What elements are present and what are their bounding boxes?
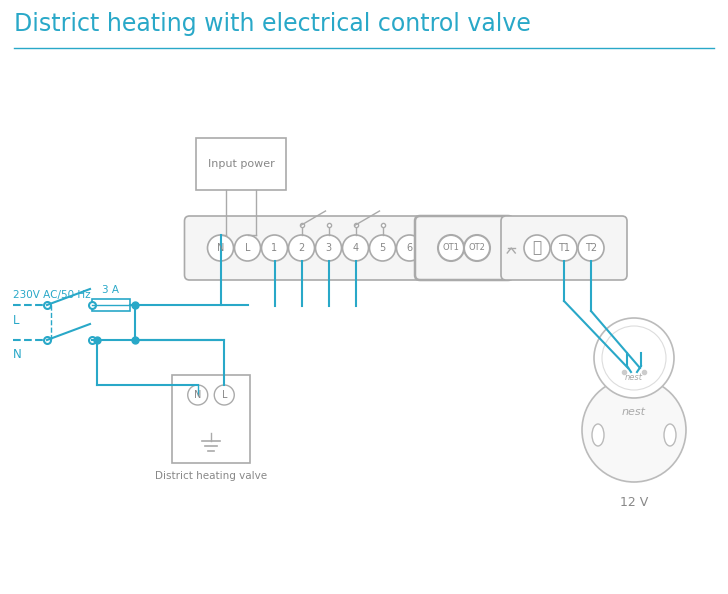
Circle shape — [602, 326, 666, 390]
Text: N: N — [217, 243, 224, 253]
Text: ⏚: ⏚ — [532, 241, 542, 255]
FancyBboxPatch shape — [196, 138, 286, 190]
Text: 4: 4 — [352, 243, 359, 253]
FancyBboxPatch shape — [184, 216, 446, 280]
Text: N: N — [13, 349, 22, 362]
Circle shape — [438, 235, 464, 261]
Circle shape — [214, 385, 234, 405]
Text: N: N — [194, 390, 202, 400]
Text: L: L — [221, 390, 227, 400]
Text: 2: 2 — [298, 243, 304, 253]
Text: 3 A: 3 A — [103, 285, 119, 295]
Circle shape — [594, 318, 674, 398]
Ellipse shape — [592, 424, 604, 446]
Text: OT1: OT1 — [443, 244, 459, 252]
Text: T2: T2 — [585, 243, 597, 253]
Text: nest: nest — [625, 374, 643, 383]
Text: District heating with electrical control valve: District heating with electrical control… — [14, 12, 531, 36]
FancyBboxPatch shape — [501, 216, 627, 280]
Circle shape — [551, 235, 577, 261]
Text: L: L — [245, 243, 250, 253]
Circle shape — [582, 378, 686, 482]
Text: 230V AC/50 Hz: 230V AC/50 Hz — [13, 290, 90, 300]
FancyBboxPatch shape — [415, 216, 513, 280]
Circle shape — [261, 235, 288, 261]
Text: T1: T1 — [558, 243, 570, 253]
Text: L: L — [13, 314, 20, 327]
FancyBboxPatch shape — [620, 364, 648, 382]
Ellipse shape — [664, 424, 676, 446]
Text: Input power: Input power — [207, 159, 274, 169]
Circle shape — [342, 235, 368, 261]
FancyBboxPatch shape — [172, 375, 250, 463]
Text: OT2: OT2 — [469, 244, 486, 252]
Circle shape — [288, 235, 314, 261]
Text: District heating valve: District heating valve — [155, 471, 267, 481]
Text: 12 V: 12 V — [620, 496, 648, 509]
Circle shape — [234, 235, 261, 261]
Circle shape — [464, 235, 490, 261]
Circle shape — [315, 235, 341, 261]
Bar — [92, 299, 130, 311]
Circle shape — [397, 235, 422, 261]
Text: 1: 1 — [272, 243, 277, 253]
Circle shape — [188, 385, 207, 405]
Text: 6: 6 — [406, 243, 413, 253]
Circle shape — [578, 235, 604, 261]
Circle shape — [524, 235, 550, 261]
Text: 5: 5 — [379, 243, 386, 253]
Text: nest: nest — [622, 407, 646, 417]
Text: 3: 3 — [325, 243, 331, 253]
Circle shape — [207, 235, 234, 261]
Circle shape — [370, 235, 395, 261]
